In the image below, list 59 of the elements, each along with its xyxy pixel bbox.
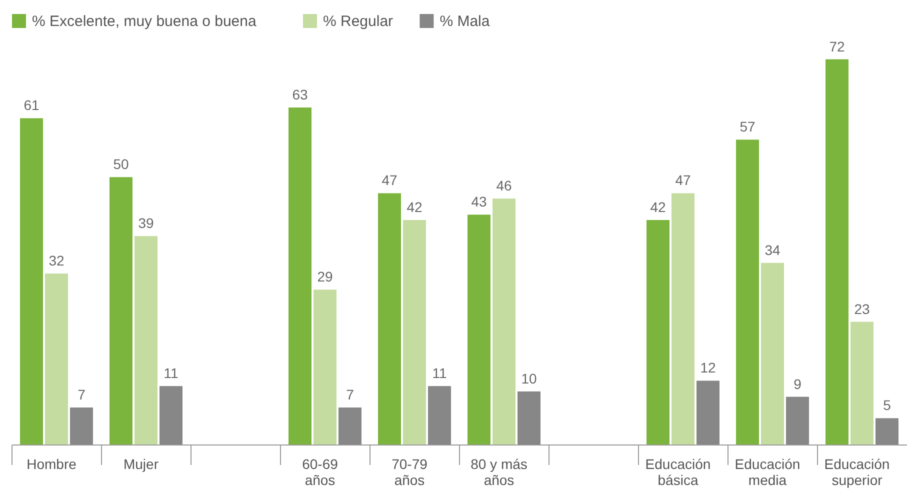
data-label: 9 <box>794 376 802 392</box>
data-label: 29 <box>317 268 333 285</box>
bar <box>378 193 401 445</box>
x-tick-label: Educación superior <box>824 456 890 488</box>
bar <box>672 193 694 445</box>
x-tick-label: 80 y más años <box>470 456 528 488</box>
data-label: 42 <box>406 199 422 215</box>
data-label: 42 <box>650 199 666 215</box>
bar <box>70 408 93 445</box>
bar <box>876 418 898 445</box>
bar <box>314 290 336 445</box>
bar <box>761 262 784 445</box>
bar <box>134 236 158 445</box>
x-tick-label: Educación básica <box>645 456 711 488</box>
bar <box>786 396 809 445</box>
data-label: 12 <box>700 360 716 376</box>
data-label: 57 <box>740 118 756 135</box>
data-label: 10 <box>521 370 537 386</box>
bar <box>850 322 874 445</box>
bar <box>518 391 540 445</box>
bar <box>646 220 670 445</box>
bar <box>45 274 68 445</box>
data-label: 46 <box>496 178 512 194</box>
data-label: 63 <box>292 86 308 102</box>
x-tick-label: 60-69 años <box>302 456 338 488</box>
bar <box>826 59 848 445</box>
data-label: 7 <box>78 386 86 402</box>
bar <box>468 214 490 445</box>
x-tick-label: Mujer <box>123 456 159 472</box>
bar <box>110 177 132 445</box>
data-label: 11 <box>432 365 447 382</box>
data-label: 32 <box>48 252 64 269</box>
bar <box>696 380 720 445</box>
data-label: 50 <box>113 156 129 172</box>
bar <box>403 220 426 445</box>
x-tick-label: 70-79 años <box>392 456 428 488</box>
bar <box>20 118 43 445</box>
data-label: 43 <box>471 194 487 210</box>
data-label: 11 <box>164 365 178 382</box>
bar <box>736 140 759 445</box>
data-label: 61 <box>24 97 40 114</box>
legend-label: % Regular <box>323 13 394 30</box>
bar <box>428 386 451 445</box>
data-label: 72 <box>829 38 845 54</box>
data-label: 7 <box>346 386 354 402</box>
bar <box>338 408 362 445</box>
bar <box>288 108 312 445</box>
data-label: 23 <box>854 300 870 317</box>
x-tick-label: Educación media <box>734 456 800 488</box>
data-label: 34 <box>764 242 780 258</box>
data-label: 5 <box>883 397 892 414</box>
legend-label: % Excelente, muy buena o buena <box>32 13 257 30</box>
legend-label: % Mala <box>440 13 490 30</box>
data-label: 47 <box>675 172 691 188</box>
data-label: 47 <box>382 172 398 188</box>
x-tick-label: Hombre <box>26 456 77 472</box>
data-label: 39 <box>138 215 154 232</box>
bar <box>160 386 182 445</box>
bar <box>492 198 516 445</box>
